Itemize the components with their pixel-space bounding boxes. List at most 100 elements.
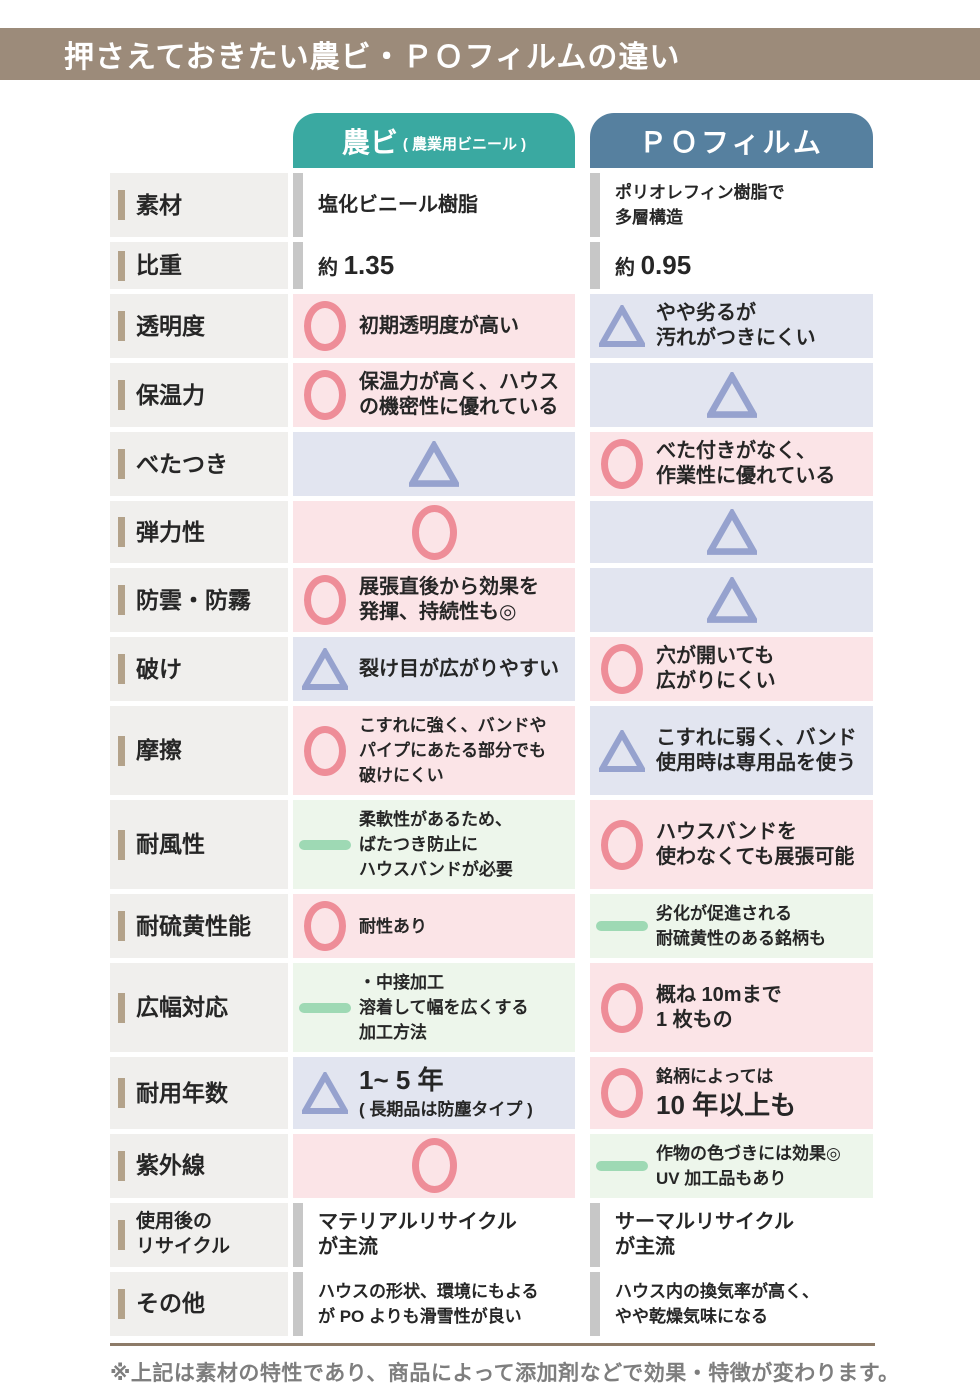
cell-text-span: 約 (615, 257, 641, 280)
cell-accent-bar (590, 1202, 600, 1267)
cell-text: 保温力が高く、ハウス の機密性に優れている (357, 363, 561, 427)
table-row: 素材 塩化ビニール樹脂 ポリオレフィン樹脂で 多層構造 (110, 173, 873, 237)
cell-text: 裂け目が広がりやすい (357, 650, 561, 689)
cell-text: こすれに強く、バンドや パイプにあたる部分でも 破けにくい (357, 706, 549, 795)
cell-text: ポリオレフィン樹脂で 多層構造 (613, 173, 787, 237)
cell-text-span: 作業性に優れている (656, 465, 836, 487)
symbol (293, 370, 357, 420)
cell-text-line: 1~ 5 年 (359, 1064, 533, 1097)
cell-text: 概ね 10mまで 1 枚もの (654, 976, 784, 1040)
cell-po: ハウス内の換気率が高く、 やや乾燥気味になる (590, 1271, 873, 1336)
triangle-icon (599, 729, 645, 772)
table-row: 透明度 初期透明度が高い やや劣るが 汚れがつきにくい (110, 294, 873, 358)
table-row: 防雲・防霧 展張直後から効果を 発揮、持続性も◎ (110, 568, 873, 632)
row-label: 摩擦 (110, 706, 288, 795)
cell-text-span: 破けにくい (359, 766, 444, 785)
label-tick-icon (118, 585, 125, 615)
cell-text: 初期透明度が高い (357, 307, 521, 346)
triangle-icon (706, 372, 757, 418)
column-header-nobi-label: 農ビ (341, 126, 398, 158)
cell-text-line: マテリアルリサイクル (318, 1210, 517, 1235)
symbol (293, 1002, 357, 1013)
cell-nobi: 裂け目が広がりやすい (293, 637, 575, 701)
cell-po: サーマルリサイクル が主流 (590, 1202, 873, 1267)
cell-accent-bar (293, 1271, 303, 1336)
cell-text-line: ハウスバンドが必要 (359, 857, 513, 882)
cell-nobi: 塩化ビニール樹脂 (293, 173, 575, 237)
triangle-icon (706, 577, 757, 623)
cell-text-line: 破けにくい (359, 763, 547, 788)
cell-text-span: パイプにあたる部分でも (359, 741, 546, 760)
cell-text-line: 約 1.35 (318, 249, 394, 282)
cell-text-line: が主流 (318, 1235, 517, 1260)
row-label: 破け (110, 637, 288, 701)
table-row: 紫外線 作物の色づきには効果◎ UV 加工品もあり (110, 1133, 873, 1198)
cell-text-line: 溶着して幅を広くする (359, 995, 529, 1020)
cell-text-line: 耐性あり (359, 914, 427, 939)
cell-text-span: ハウスの形状、環境にもよる (318, 1281, 539, 1301)
cell-text-span: 発揮、持続性も◎ (359, 601, 517, 623)
cell-text-line: やや劣るが (656, 301, 816, 326)
row-label-text: 紫外線 (136, 1152, 205, 1179)
cell-text: ハウスバンドを 使わなくても展張可能 (654, 813, 856, 877)
symbol (590, 729, 654, 772)
table-row: べたつき べた付きがなく、 作業性に優れている (110, 432, 873, 496)
table-row: 保温力 保温力が高く、ハウス の機密性に優れている (110, 363, 873, 427)
circle-icon (601, 819, 643, 870)
circle-icon (304, 370, 346, 420)
cell-text-span: 柔軟性があるため、 (359, 810, 512, 829)
cell-text: ・中接加工 溶着して幅を広くする 加工方法 (357, 963, 531, 1052)
cell-nobi: こすれに強く、バンドや パイプにあたる部分でも 破けにくい (293, 706, 575, 795)
symbol (293, 575, 357, 625)
cell-accent-bar (590, 1271, 600, 1336)
cell-text-line: 劣化が促進される (656, 901, 826, 926)
cell-text-line: が主流 (615, 1235, 794, 1260)
cell-text-line: パイプにあたる部分でも (359, 738, 547, 763)
row-label: 素材 (110, 173, 288, 237)
label-tick-icon (118, 1150, 125, 1181)
cell-text-line: やや乾燥気味になる (615, 1304, 819, 1329)
row-label-text: その他 (136, 1290, 205, 1317)
cell-po: ポリオレフィン樹脂で 多層構造 (590, 173, 873, 237)
cell-text: 穴が開いても 広がりにくい (654, 637, 778, 701)
circle-icon (411, 1138, 457, 1193)
triangle-icon (409, 441, 459, 487)
row-label: 透明度 (110, 294, 288, 358)
cell-text-span: こすれに弱く、バンド (656, 726, 857, 749)
row-label-text: 保温力 (136, 381, 205, 408)
cell-po: やや劣るが 汚れがつきにくい (590, 294, 873, 358)
dash-icon (299, 839, 351, 850)
cell-po (590, 501, 873, 563)
row-label-text: 耐硫黄性能 (136, 912, 251, 939)
cell-text: マテリアルリサイクル が主流 (316, 1203, 519, 1267)
cell-text-span: 0.95 (640, 250, 692, 281)
cell-text-line: 耐硫黄性のある銘柄も (656, 926, 826, 951)
cell-text-line: ばたつき防止に (359, 832, 513, 857)
table-row: 破け 裂け目が広がりやすい 穴が開いても 広がりにくい (110, 637, 873, 701)
cell-accent-bar (293, 173, 303, 237)
triangle-icon (302, 648, 348, 690)
table-row: 弾力性 (110, 501, 873, 563)
symbol (293, 301, 357, 351)
cell-nobi (293, 1133, 575, 1198)
cell-text: 約 1.35 (316, 242, 396, 289)
circle-icon (304, 301, 346, 351)
label-tick-icon (118, 449, 125, 479)
cell-text-line: 柔軟性があるため、 (359, 807, 513, 832)
label-tick-icon (118, 190, 125, 220)
row-label: 紫外線 (110, 1133, 288, 1198)
symbol (293, 648, 357, 690)
cell-text-span: UV 加工品もあり (656, 1168, 787, 1188)
cell-text-line: ポリオレフィン樹脂で (615, 180, 785, 205)
symbol (411, 1138, 457, 1193)
row-label: 保温力 (110, 363, 288, 427)
cell-po (590, 363, 873, 427)
cell-text: やや劣るが 汚れがつきにくい (654, 294, 818, 358)
table-row: 広幅対応 ・中接加工 溶着して幅を広くする 加工方法 概ね 10mまで 1 枚もの (110, 963, 873, 1052)
cell-nobi: 1~ 5 年 ( 長期品は防塵タイプ ) (293, 1057, 575, 1129)
cell-text: 劣化が促進される 耐硫黄性のある銘柄も (654, 894, 828, 958)
cell-text-span: 汚れがつきにくい (656, 327, 816, 349)
symbol (293, 1071, 357, 1114)
cell-text-line: 1 枚もの (656, 1008, 782, 1033)
cell-text-line: 汚れがつきにくい (656, 326, 816, 351)
